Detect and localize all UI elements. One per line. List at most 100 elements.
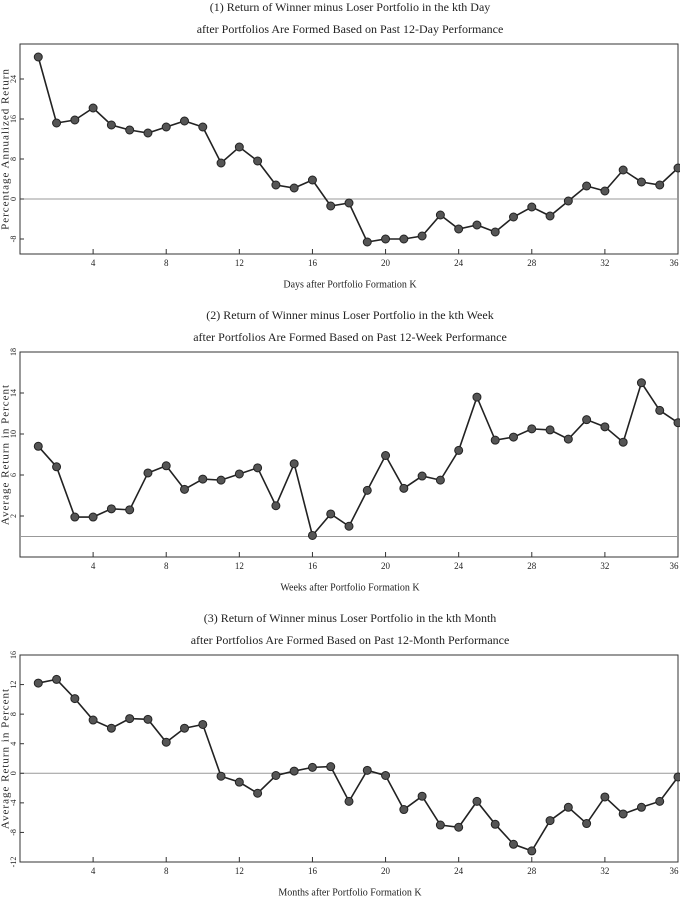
data-point [271,501,281,511]
y-tick-label: 16 [9,115,18,123]
x-tick-label: 20 [381,561,391,571]
data-point [655,405,665,415]
data-point [253,788,263,798]
x-tick-label: 8 [164,866,169,876]
data-point [435,210,445,220]
x-tick-label: 24 [454,258,464,268]
data-point [143,128,153,138]
data-point [33,678,43,688]
data-point [88,512,98,522]
x-tick-label: 4 [91,561,96,571]
data-point [216,771,226,781]
data-point [490,819,500,829]
x-axis-label: Weeks after Portfolio Formation K [280,582,420,593]
y-tick-label: 6 [9,473,18,477]
data-point [106,120,116,130]
x-tick-label: 28 [527,866,537,876]
x-tick-label: 4 [91,866,96,876]
chart-subtitle: after Portfolios Are Formed Based on Pas… [197,22,504,36]
x-tick-label: 24 [454,561,464,571]
data-point [216,158,226,168]
data-point [143,468,153,478]
data-point [88,103,98,113]
chart-subtitle: after Portfolios Are Formed Based on Pas… [193,330,507,344]
data-point [307,175,317,185]
chart-title: (2) Return of Winner minus Loser Portfol… [206,308,493,322]
data-point [563,802,573,812]
data-point [180,116,189,126]
data-point [344,198,354,208]
data-point [33,52,43,62]
x-tick-label: 8 [164,258,169,268]
y-tick-label: 18 [9,348,18,356]
data-point [673,772,680,782]
data-point [454,822,464,832]
data-point [381,451,391,461]
data-point [673,418,680,428]
data-point [161,122,171,132]
data-point [362,237,372,247]
data-point [618,809,628,819]
data-point [673,163,680,173]
data-point [289,766,299,776]
data-point [399,805,409,815]
y-tick-label: 0 [9,771,18,775]
data-point [472,220,482,230]
data-point [234,777,244,787]
data-point [70,694,80,704]
x-axis-label: Days after Portfolio Formation K [283,279,417,290]
data-point [125,505,135,515]
data-point [636,378,646,388]
data-point [52,462,62,472]
x-tick-label: 20 [381,258,391,268]
y-tick-label: -4 [9,800,18,807]
y-tick-label: 0 [9,197,18,201]
y-tick-label: 24 [9,75,18,83]
y-axis-label: Average Return in Percent [0,688,12,829]
plot-frame [19,43,679,255]
data-point [234,469,244,479]
x-tick-label: 16 [308,561,318,571]
data-point [88,715,98,725]
data-point [600,186,610,196]
data-point [545,816,555,826]
x-tick-label: 12 [235,561,244,571]
y-tick-label: -12 [9,857,18,868]
data-point [326,201,336,211]
data-point [582,181,592,191]
data-point [307,762,317,772]
data-line [37,380,679,538]
data-point [600,792,610,802]
data-point [454,445,464,455]
data-point [271,180,281,190]
data-point [417,231,427,241]
x-axis-label: Months after Portfolio Formation K [278,887,422,898]
y-tick-label: 12 [9,681,18,689]
data-point [381,234,391,244]
data-point [161,737,171,747]
data-point [307,530,317,540]
data-point [289,183,299,193]
x-tick-label: 28 [527,258,537,268]
data-point [655,180,665,190]
x-tick-label: 12 [235,866,244,876]
x-tick-label: 4 [91,258,96,268]
data-point [253,463,263,473]
data-point [106,504,116,514]
data-point [253,156,263,166]
y-axis-label: Percentage Annualized Return [0,68,12,230]
y-tick-label: 4 [9,742,18,746]
data-point [33,441,43,451]
data-point [636,802,646,812]
x-tick-label: 12 [235,258,244,268]
data-point [527,424,537,434]
data-point [472,796,482,806]
data-point [198,122,208,132]
x-tick-label: 16 [308,866,318,876]
data-point [600,422,610,432]
chart-subtitle: after Portfolios Are Formed Based on Pas… [191,633,510,647]
data-point [180,723,189,733]
data-point [472,392,482,402]
data-point [636,177,646,187]
data-point [106,723,116,733]
